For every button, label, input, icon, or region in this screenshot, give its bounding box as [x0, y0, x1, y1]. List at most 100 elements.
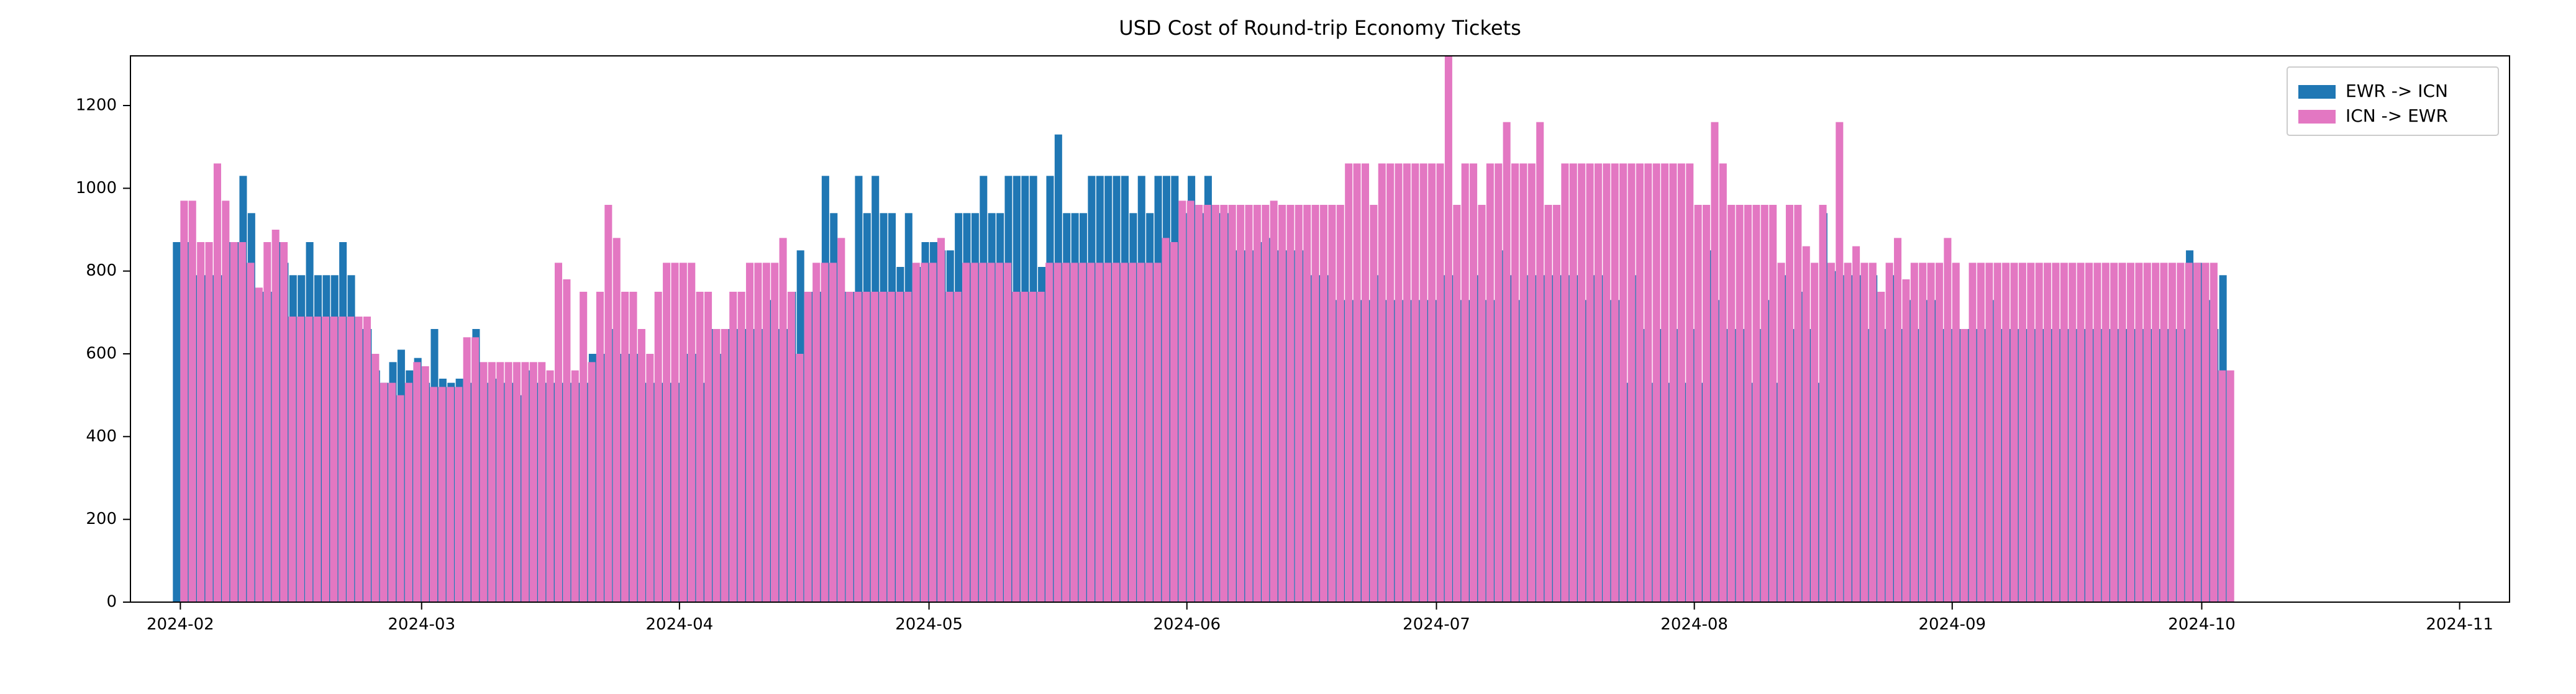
bar — [1445, 56, 1452, 602]
bar — [1919, 263, 1926, 602]
bar — [2177, 263, 2184, 602]
y-tick-label: 800 — [86, 261, 117, 280]
bar — [896, 292, 903, 602]
bar — [2011, 263, 2018, 602]
bar — [547, 371, 554, 602]
legend-swatch — [2298, 85, 2336, 99]
bar — [1320, 205, 1327, 602]
bar — [1727, 205, 1735, 602]
bar — [1627, 163, 1635, 602]
bar — [1819, 205, 1827, 602]
bar — [1204, 205, 1211, 602]
bar — [314, 317, 321, 602]
bar — [1811, 263, 1818, 602]
bar — [1462, 163, 1469, 602]
bar — [2185, 263, 2193, 602]
x-tick-label: 2024-03 — [388, 615, 455, 634]
bar — [571, 371, 579, 602]
bar — [563, 279, 570, 602]
x-tick-label: 2024-04 — [646, 615, 714, 634]
bar — [263, 242, 271, 602]
bar — [1769, 205, 1777, 602]
legend: EWR -> ICNICN -> EWR — [2287, 67, 2498, 135]
bar — [729, 292, 737, 602]
bar — [1162, 238, 1170, 602]
bar — [1337, 205, 1344, 602]
bar — [1395, 163, 1403, 602]
bar — [1503, 122, 1511, 602]
bar — [721, 329, 729, 602]
bar — [1079, 263, 1086, 602]
bar — [655, 292, 662, 602]
bar — [2027, 263, 2034, 602]
bar — [1603, 163, 1610, 602]
bar — [1262, 205, 1269, 602]
bar — [2169, 263, 2176, 602]
bar — [438, 387, 445, 602]
bar — [2193, 263, 2201, 602]
bar — [1619, 163, 1627, 602]
y-tick-label: 400 — [86, 427, 117, 446]
bar — [796, 354, 803, 602]
bar — [1595, 163, 1602, 602]
bar — [1653, 163, 1660, 602]
bar — [1902, 279, 1909, 602]
bar — [2060, 263, 2068, 602]
bar — [1270, 201, 1278, 602]
bar — [996, 263, 1003, 602]
bar — [1129, 263, 1136, 602]
bar — [1977, 263, 1985, 602]
bar — [1686, 163, 1693, 602]
bar — [1744, 205, 1752, 602]
bar — [1403, 163, 1411, 602]
bar — [862, 292, 870, 602]
bar — [1145, 263, 1153, 602]
bar — [746, 263, 753, 602]
bar — [397, 395, 404, 602]
bar — [2019, 263, 2026, 602]
bar — [1303, 205, 1311, 602]
bar — [388, 383, 396, 602]
bar — [1062, 263, 1070, 602]
bar — [1428, 163, 1436, 602]
bar — [763, 263, 770, 602]
bar — [189, 201, 196, 602]
bar — [1836, 122, 1843, 602]
bar — [646, 354, 653, 602]
bar — [1112, 263, 1119, 602]
bar — [222, 201, 229, 602]
bar — [255, 287, 263, 602]
bar — [613, 238, 621, 602]
y-tick-label: 600 — [86, 345, 117, 363]
y-tick-label: 1200 — [76, 96, 117, 115]
bar — [1752, 205, 1760, 602]
bar — [447, 387, 454, 602]
y-tick-label: 0 — [106, 593, 117, 611]
bar — [280, 242, 288, 602]
bar — [704, 292, 712, 602]
bar — [913, 263, 920, 602]
bar — [2202, 263, 2210, 602]
bar — [2152, 263, 2159, 602]
bar — [663, 263, 670, 602]
bar — [1470, 163, 1477, 602]
bar — [1894, 238, 1901, 602]
bar — [945, 292, 953, 602]
bar — [630, 292, 637, 602]
bar — [638, 329, 645, 602]
bar — [1328, 205, 1336, 602]
x-tick-label: 2024-02 — [147, 615, 214, 634]
bar — [347, 317, 354, 602]
bar — [1519, 163, 1527, 602]
bar — [1969, 263, 1977, 602]
bar — [888, 292, 895, 602]
bar — [1661, 163, 1668, 602]
bar — [1944, 238, 1951, 602]
bar — [1087, 263, 1095, 602]
bar — [1029, 292, 1036, 602]
bar — [1786, 205, 1793, 602]
bar — [1711, 122, 1718, 602]
bar — [812, 263, 820, 602]
bar — [879, 292, 886, 602]
bar — [1420, 163, 1427, 602]
